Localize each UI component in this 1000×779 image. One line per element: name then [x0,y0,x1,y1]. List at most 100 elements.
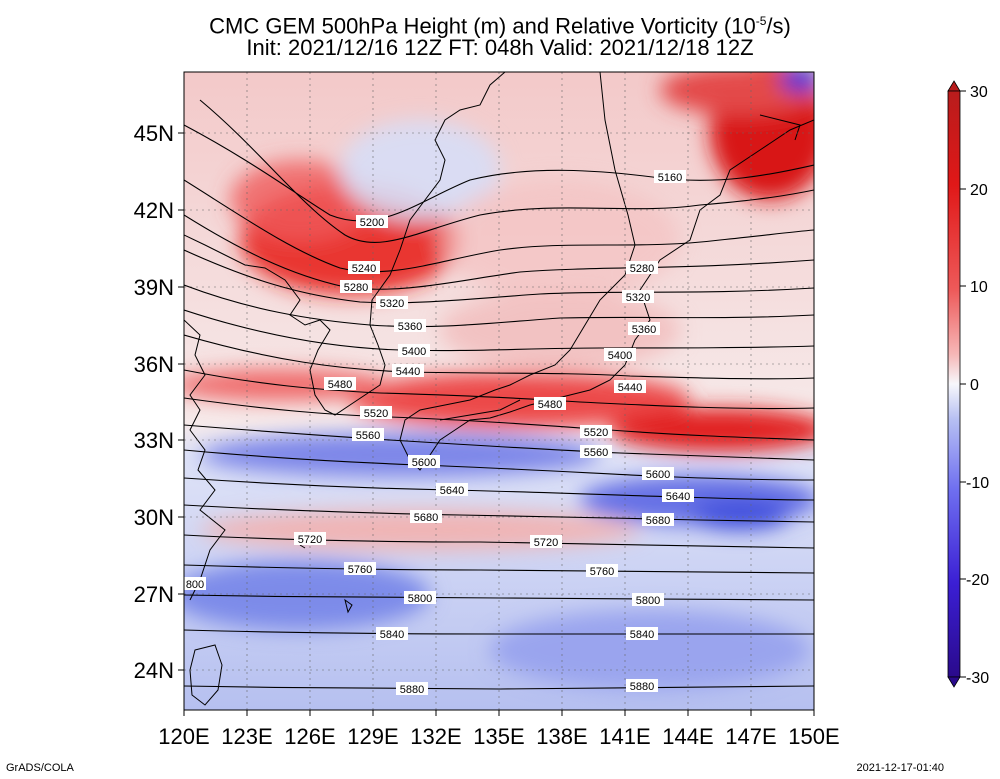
colorbar: 30 20 10 0 -10 -20 -30 [947,80,989,688]
lon-label: 135E [473,724,524,749]
colorbar-bottom-arrow [947,676,961,688]
contour-label: 5480 [534,397,566,411]
lon-label: 138E [536,724,587,749]
svg-text:5680: 5680 [646,515,670,527]
contour-label: 5360 [394,319,426,333]
svg-text:5280: 5280 [630,263,654,275]
lat-label: 36N [134,352,174,377]
svg-text:5880: 5880 [400,684,424,696]
svg-text:5880: 5880 [630,681,654,693]
colorbar-label: 10 [970,279,988,296]
svg-text:5520: 5520 [584,427,608,439]
svg-text:800: 800 [186,579,204,591]
colorbar-label: 0 [970,377,979,394]
coastlines [184,72,814,706]
title-suffix: /s) [766,13,791,39]
contour-label: 5280 [340,280,372,294]
contour-labels: 5160 5200 5240 5280 5280 5320 5320 5360 … [184,170,694,696]
contour-label: 5840 [626,627,658,641]
contour-label: 5720 [294,532,326,546]
colorbar-top-arrow [947,80,961,92]
lon-label: 126E [284,724,335,749]
svg-text:5360: 5360 [398,321,422,333]
svg-text:5760: 5760 [348,564,372,576]
contour-label: 5680 [410,510,442,524]
colorbar-gradient [947,90,961,678]
svg-text:5800: 5800 [636,595,660,607]
svg-text:5360: 5360 [632,324,656,336]
contour-label: 5880 [396,682,428,696]
axis-ticks [178,132,815,716]
svg-text:5640: 5640 [440,485,464,497]
contour-label: 5400 [398,344,430,358]
lat-label: 39N [134,275,174,300]
colorbar-label: 20 [970,182,988,199]
lat-label: 24N [134,658,174,683]
contour-label: 5200 [356,215,388,229]
contour-label: 5560 [352,428,384,442]
contour-label: 5760 [586,564,618,578]
svg-text:5200: 5200 [360,217,384,229]
svg-text:5840: 5840 [630,629,654,641]
contour-label: 5440 [614,380,646,394]
svg-text:5440: 5440 [618,382,642,394]
svg-text:5560: 5560 [356,430,380,442]
svg-text:5400: 5400 [608,350,632,362]
lon-label: 144E [662,724,713,749]
lon-label: 150E [788,724,839,749]
svg-text:5560: 5560 [584,447,608,459]
lon-label: 129E [347,724,398,749]
svg-text:5320: 5320 [626,292,650,304]
svg-text:5840: 5840 [380,629,404,641]
svg-text:5280: 5280 [344,282,368,294]
contour-label: 5800 [632,593,664,607]
lat-label: 42N [134,198,174,223]
lon-label: 132E [410,724,461,749]
title-exponent: -5 [755,14,767,28]
contour-label: 5320 [376,296,408,310]
contour-label: 5240 [348,261,380,275]
svg-text:5600: 5600 [646,469,670,481]
contour-label: 5400 [604,348,636,362]
contour-label: 5600 [642,467,674,481]
lat-label: 27N [134,582,174,607]
contour-label: 5440 [392,364,424,378]
lon-label: 123E [221,724,272,749]
colorbar-label: -10 [966,475,989,492]
svg-text:5720: 5720 [534,537,558,549]
contour-label: 5600 [408,455,440,469]
svg-text:5440: 5440 [396,366,420,378]
lon-label: 120E [158,724,209,749]
footer-timestamp: 2021-12-17-01:40 [856,762,944,774]
svg-text:5800: 5800 [408,593,432,605]
contour-label: 5720 [530,535,562,549]
contour-label: 5480 [324,377,356,391]
svg-text:5320: 5320 [380,298,404,310]
colorbar-labels: 30 20 10 0 -10 -20 -30 [966,84,989,687]
svg-text:5720: 5720 [298,534,322,546]
colorbar-label: -20 [966,572,989,589]
contour-label: 800 [184,577,206,591]
contour-label: 5680 [642,513,674,527]
svg-text:5480: 5480 [328,379,352,391]
chart-title: CMC GEM 500hPa Height (m) and Relative V… [0,8,1000,39]
lat-label: 33N [134,428,174,453]
contour-label: 5640 [436,483,468,497]
colorbar-label: -30 [966,670,989,687]
contour-label: 5800 [404,591,436,605]
contour-label: 5360 [628,322,660,336]
contour-label: 5160 [654,170,686,184]
contour-label: 5520 [580,425,612,439]
colorbar-label: 30 [970,84,988,101]
contour-label: 5840 [376,627,408,641]
lat-label: 45N [134,121,174,146]
svg-text:5600: 5600 [412,457,436,469]
vorticity-field [184,72,814,710]
contour-label: 5640 [662,489,694,503]
contour-label: 5520 [360,406,392,420]
chart-subtitle: Init: 2021/12/16 12Z FT: 048h Valid: 202… [246,35,754,60]
title-prefix: CMC GEM 500hPa Height (m) and Relative V… [209,13,756,39]
lat-label: 30N [134,505,174,530]
contour-label: 5760 [344,562,376,576]
